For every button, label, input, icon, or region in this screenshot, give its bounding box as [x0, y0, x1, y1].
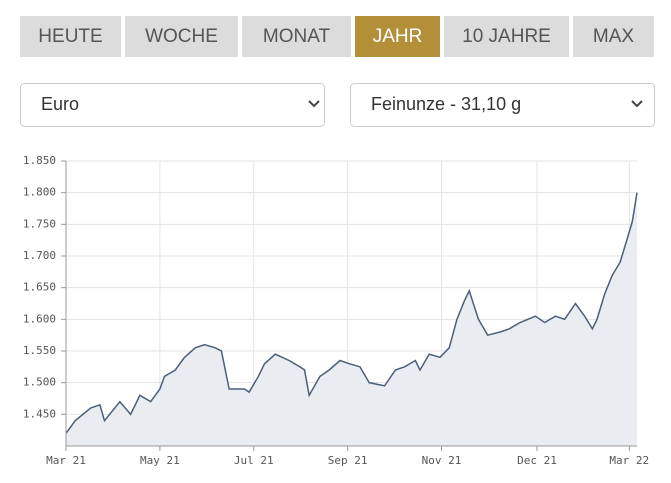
y-tick-label: 1.450: [23, 407, 56, 420]
tab-label[interactable]: MONAT: [263, 26, 331, 47]
tab-label[interactable]: HEUTE: [38, 26, 102, 47]
select-value[interactable]: Feinunze - 31,10 g: [371, 94, 521, 114]
area-fill: [66, 192, 637, 446]
tab-button[interactable]: [20, 16, 121, 57]
tab-label[interactable]: 10 JAHRE: [462, 26, 551, 47]
tab-button[interactable]: [242, 16, 351, 57]
tab-label[interactable]: WOCHE: [145, 26, 218, 47]
x-tick-label: Jul 21: [234, 454, 274, 467]
x-tick-label: Mar 21: [46, 454, 86, 467]
y-tick-label: 1.850: [23, 154, 56, 167]
y-tick-label: 1.500: [23, 376, 56, 389]
y-tick-label: 1.700: [23, 249, 56, 262]
select-box[interactable]: [20, 83, 325, 127]
y-tick-label: 1.800: [23, 186, 56, 199]
x-tick-label: Nov 21: [422, 454, 462, 467]
select-value[interactable]: Euro: [41, 94, 79, 114]
select-box[interactable]: [350, 83, 655, 127]
y-tick-label: 1.550: [23, 344, 56, 357]
tab-button[interactable]: [125, 16, 238, 57]
select-chevron: [308, 100, 320, 108]
x-tick-label: Sep 21: [328, 454, 368, 467]
tab-button[interactable]: [355, 16, 440, 57]
select-chevron: [631, 100, 643, 108]
x-tick-label: Dec 21: [517, 454, 557, 467]
price-line: [65, 192, 638, 434]
x-tick-label: May 21: [140, 454, 180, 467]
tab-button[interactable]: [444, 16, 569, 57]
x-tick-label: Mar 22: [609, 454, 649, 467]
tab-label[interactable]: MAX: [593, 26, 635, 47]
tab-button[interactable]: [573, 16, 654, 57]
tab-label[interactable]: JAHR: [373, 26, 423, 47]
y-tick-label: 1.600: [23, 312, 56, 325]
y-tick-label: 1.750: [23, 217, 56, 230]
y-tick-label: 1.650: [23, 281, 56, 294]
